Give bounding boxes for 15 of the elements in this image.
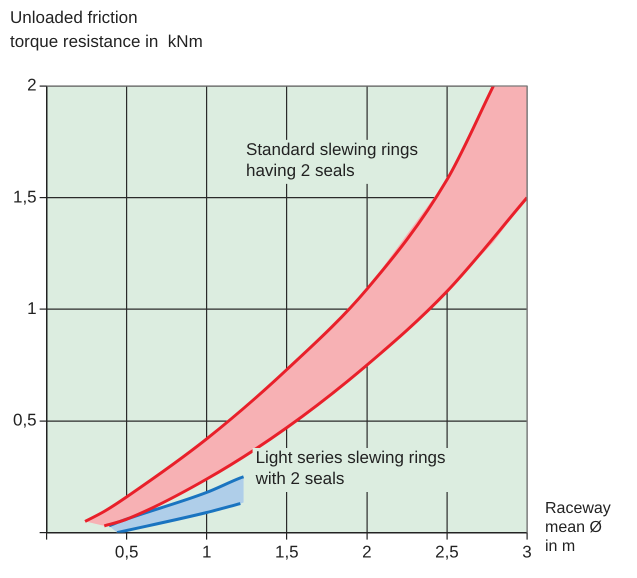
x-tick-label: 2 [362,542,372,562]
x-axis-title: Raceway mean Ø in m [545,500,611,556]
annotation: Light series slewing rings with 2 seals [254,448,446,488]
y-tick-label: 1,5 [12,187,37,206]
y-tick-label: 2 [27,76,37,95]
x-tick-label: 3 [522,542,532,562]
x-tick-label: 0,5 [114,542,139,562]
y-tick-label: 0,5 [12,410,37,430]
line-series [102,196,527,528]
x-tick-label: 1 [202,542,212,562]
annotation: Standard slewing rings having 2 seals [246,140,418,180]
y-axis-title: Unloaded friction torque resistance in kNm [10,8,203,52]
y-tick-label: 1 [27,298,37,318]
x-tick-label: 1,5 [274,542,299,562]
x-tick-label: 2,5 [435,542,459,562]
